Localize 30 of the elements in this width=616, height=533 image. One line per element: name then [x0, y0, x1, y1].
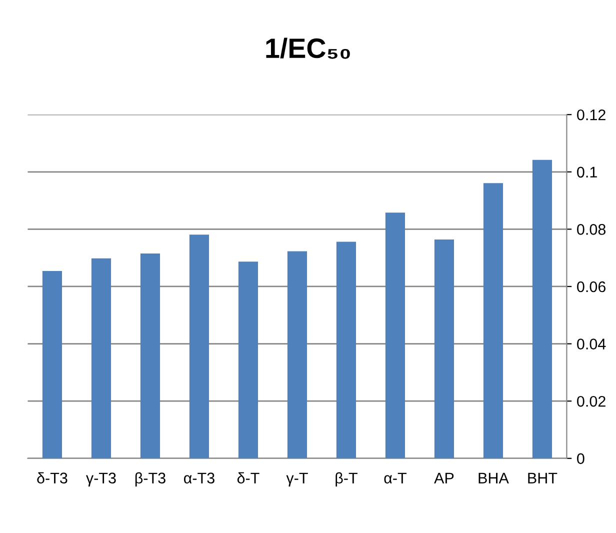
bar [189, 234, 210, 458]
bar [287, 251, 308, 458]
y-tick-label: 0.08 [577, 224, 606, 235]
y-tick-label: 0.12 [577, 109, 606, 120]
y-tick-label: 0.06 [577, 281, 606, 292]
y-tick-label: 0.02 [577, 396, 606, 407]
bar [434, 240, 454, 458]
y-tick-label: 0.1 [577, 166, 597, 178]
bar [238, 262, 258, 458]
x-tick-label: α-T [384, 472, 406, 484]
x-tick-label: BHA [478, 472, 509, 484]
x-tick-label: δ-T [237, 472, 260, 484]
bar [42, 271, 62, 458]
y-tick-label: 0.04 [577, 338, 606, 350]
x-tick-label: δ-T3 [37, 472, 68, 484]
x-tick-label: BHT [528, 472, 558, 484]
x-tick-label: α-T3 [184, 472, 214, 484]
y-tick-label: 0 [577, 453, 584, 464]
bar [483, 183, 504, 458]
x-tick-label: γ-T [286, 472, 308, 487]
x-tick-label: γ-T3 [86, 472, 116, 487]
bar [385, 212, 406, 458]
x-tick-label: β-T3 [135, 472, 166, 487]
x-tick-label: AP [434, 472, 454, 484]
bar [336, 242, 356, 458]
x-tick-label: β-T [336, 472, 358, 487]
chart-title: 1/EC₅₀ [266, 38, 350, 59]
bar [140, 254, 160, 458]
bar [91, 258, 112, 458]
bar [532, 160, 552, 458]
